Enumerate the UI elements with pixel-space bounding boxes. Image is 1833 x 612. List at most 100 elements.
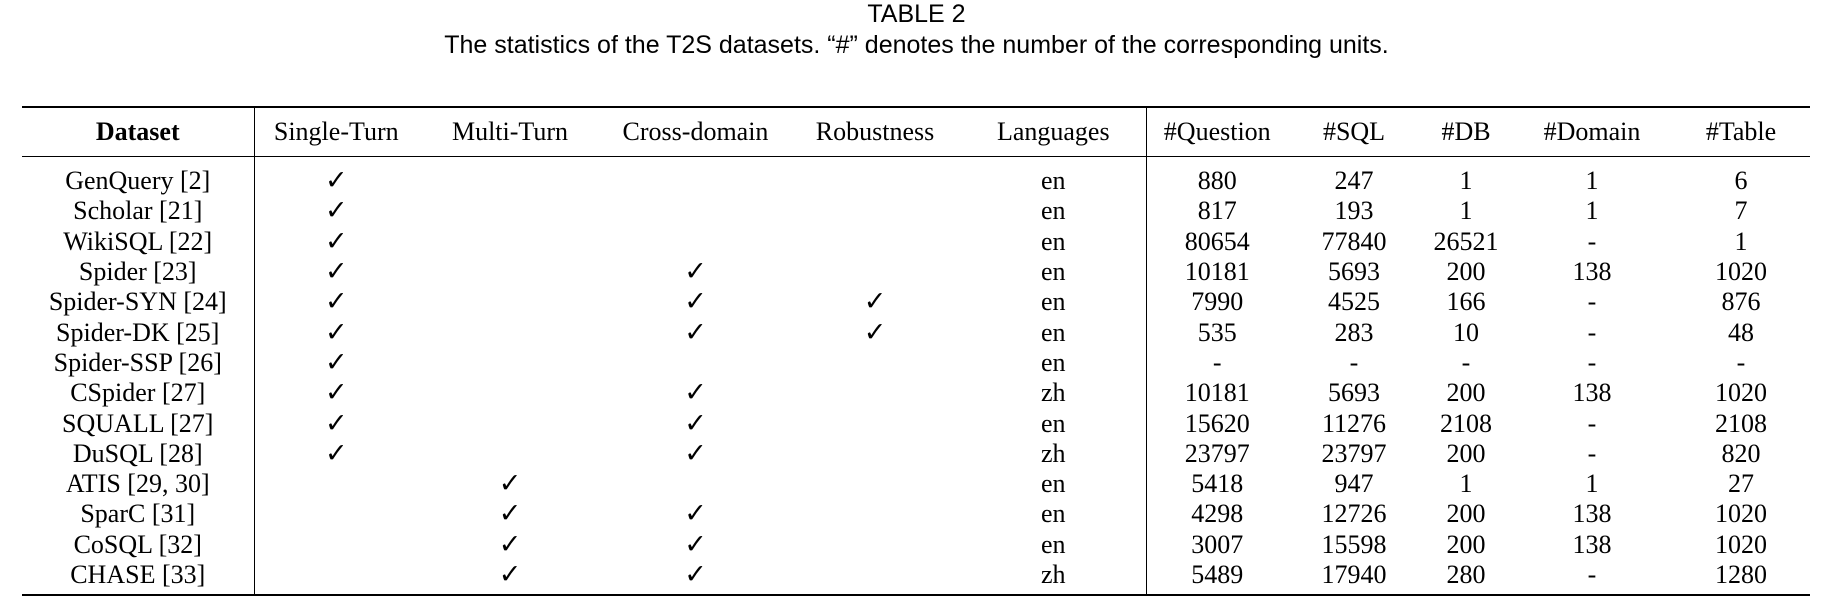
cell-domain: 138 [1572, 257, 1612, 287]
cell-sql: 283 [1334, 317, 1374, 347]
cell-language: en [961, 347, 1147, 379]
cell-question: 880 [1197, 166, 1237, 196]
cell-domain: 1 [1585, 196, 1599, 226]
cell-question: 23797 [1184, 438, 1250, 468]
cell-table: 1020 [1715, 499, 1767, 529]
cell-cross-domain [602, 348, 789, 378]
cell-robustness [789, 257, 961, 287]
cell-multi-turn: ✓ [498, 559, 522, 590]
cell-domain: 1 [1585, 166, 1599, 196]
cell-language: zh [961, 438, 1147, 469]
cell-dataset: GenQuery [2] [22, 156, 255, 197]
cell-table: 48 [1728, 317, 1754, 347]
cell-single-turn: ✓ [324, 225, 348, 257]
cell-robustness [789, 157, 961, 197]
cell-multi-turn [418, 227, 602, 257]
cell-cross-domain [602, 196, 789, 226]
cell-question: 4298 [1191, 499, 1244, 529]
datasets-table: Dataset Single-Turn Multi-Turn Cross-dom… [22, 106, 1810, 596]
cell-cross-domain: ✓ [684, 528, 707, 560]
cell-table: 1020 [1715, 257, 1767, 287]
table-row: SQUALL [27] ✓ ✓ en 15620 11276 2108 - 2108 [22, 407, 1810, 439]
cell-single-turn: ✓ [324, 195, 348, 227]
cell-robustness [789, 530, 961, 560]
cell-table: 1 [1734, 226, 1748, 256]
cell-table: 1020 [1715, 378, 1767, 408]
cell-db: 26521 [1433, 226, 1499, 256]
cell-language: en [961, 408, 1147, 439]
cell-robustness [789, 560, 961, 595]
cell-question: 15620 [1184, 408, 1250, 438]
cell-dataset: WikiSQL [22] [22, 226, 255, 257]
table-row: GenQuery [2] ✓ en 880 247 1 1 6 [22, 156, 1810, 197]
cell-domain: - [1587, 317, 1597, 347]
cell-robustness: ✓ [863, 316, 887, 348]
table-row: DuSQL [28] ✓ ✓ zh 23797 23797 200 - 820 [22, 438, 1810, 469]
header-row: Dataset Single-Turn Multi-Turn Cross-dom… [22, 107, 1810, 157]
cell-question: 5418 [1191, 469, 1244, 499]
cell-robustness [789, 469, 961, 499]
cell-question: 535 [1197, 317, 1237, 347]
cell-table: 2108 [1715, 408, 1767, 438]
cell-db: 200 [1446, 378, 1486, 408]
cell-db: 1 [1459, 469, 1473, 499]
header-cell: #Domain [1543, 117, 1641, 146]
cell-dataset: SQUALL [27] [22, 408, 255, 439]
cell-sql: 5693 [1328, 257, 1380, 287]
cell-single-turn [254, 499, 418, 529]
cell-dataset: Spider [23] [22, 256, 255, 288]
header-cell: #Question [1163, 117, 1271, 146]
cell-cross-domain [602, 227, 789, 257]
cell-cross-domain: ✓ [684, 377, 707, 409]
cell-question: 10181 [1184, 257, 1250, 287]
table-row: SparC [31] ✓ ✓ en 4298 12726 200 138 1020 [22, 498, 1810, 530]
cell-robustness [789, 499, 961, 529]
cell-multi-turn: ✓ [498, 498, 522, 530]
cell-single-turn: ✓ [324, 165, 348, 197]
header-cell: Dataset [22, 107, 255, 157]
cell-robustness: ✓ [863, 286, 887, 318]
cell-dataset: SparC [31] [22, 499, 255, 530]
cell-single-turn: ✓ [324, 407, 348, 439]
cell-sql: 947 [1334, 469, 1374, 499]
cell-question: 80654 [1184, 226, 1250, 256]
cell-language: en [961, 226, 1147, 257]
table-row: ATIS [29, 30] ✓ en 5418 947 1 1 27 [22, 468, 1810, 500]
cell-table: - [1736, 347, 1746, 377]
cell-single-turn: ✓ [324, 256, 348, 288]
cell-domain: 138 [1572, 378, 1612, 408]
cell-cross-domain: ✓ [684, 316, 707, 348]
cell-db: 280 [1446, 560, 1486, 589]
table-row: CSpider [27] ✓ ✓ zh 10181 5693 200 138 1020 [22, 377, 1810, 409]
cell-dataset: CoSQL [32] [22, 529, 255, 560]
header-cell: #DB [1441, 117, 1491, 146]
cell-multi-turn [418, 317, 602, 347]
cell-dataset: ATIS [29, 30] [22, 468, 255, 500]
cell-domain: - [1587, 347, 1597, 377]
cell-domain: - [1587, 408, 1597, 438]
cell-sql: 4525 [1328, 287, 1380, 317]
cell-multi-turn [418, 257, 602, 287]
cell-question: 5489 [1191, 560, 1244, 589]
table-row: CoSQL [32] ✓ ✓ en 3007 15598 200 138 1020 [22, 528, 1810, 560]
cell-question: - [1212, 347, 1222, 377]
cell-db: 10 [1453, 317, 1479, 347]
cell-multi-turn [418, 196, 602, 226]
cell-language: en [961, 468, 1147, 500]
cell-question: 10181 [1184, 378, 1250, 408]
cell-cross-domain [602, 157, 789, 197]
cell-table: 1280 [1715, 560, 1767, 589]
cell-sql: 77840 [1321, 226, 1387, 256]
table-body: GenQuery [2] ✓ en 880 247 1 1 6 Scholar [21] ✓ en 8… [22, 156, 1810, 596]
cell-table: 7 [1734, 196, 1748, 226]
cell-single-turn [254, 469, 418, 499]
cell-cross-domain: ✓ [684, 498, 707, 530]
cell-language: en [961, 529, 1147, 560]
table-row: CHASE [33] ✓ ✓ zh 5489 17940 280 - 1280 [22, 559, 1810, 596]
cell-question: 3007 [1191, 529, 1244, 559]
header-cell: #Table [1705, 117, 1777, 146]
table-label: TABLE 2 [867, 0, 966, 28]
cell-multi-turn [418, 439, 602, 469]
cell-language: zh [961, 378, 1147, 409]
cell-sql: 15598 [1321, 529, 1387, 559]
